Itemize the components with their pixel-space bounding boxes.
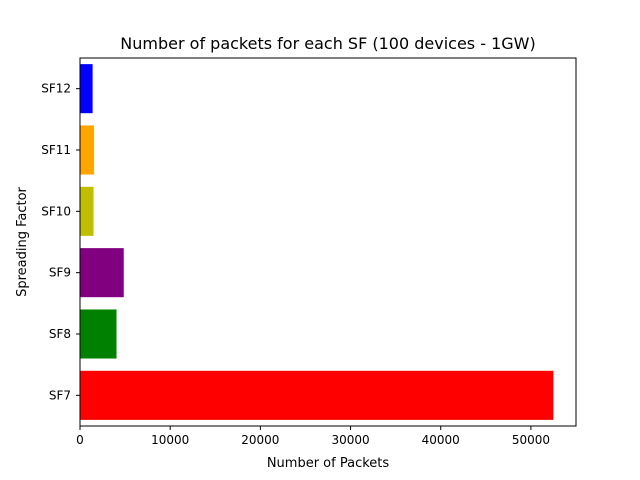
x-tick-label: 10000 (151, 433, 189, 447)
bars-layer (80, 64, 554, 420)
bar-sf8 (80, 309, 117, 359)
bar-sf7 (80, 370, 554, 420)
x-axis-label: Number of Packets (267, 456, 390, 471)
y-tick-label-sf9: SF9 (49, 266, 71, 280)
x-tick-label: 40000 (422, 433, 460, 447)
y-tick-label-sf7: SF7 (49, 388, 71, 402)
y-tick-label-sf10: SF10 (41, 204, 71, 218)
x-tick-label: 50000 (512, 433, 550, 447)
y-axis-label: Spreading Factor (15, 186, 30, 296)
ticks-layer: SF7 SF8 SF9 SF10 SF11 SF12 0 10000 20000 30000 400… (41, 82, 550, 447)
x-tick-label: 30000 (331, 433, 369, 447)
y-tick-label-sf12: SF12 (41, 82, 71, 96)
bar-sf12 (80, 64, 93, 114)
bar-sf9 (80, 248, 124, 298)
bar-sf10 (80, 186, 94, 236)
y-tick-label-sf11: SF11 (41, 143, 71, 157)
x-tick-label: 20000 (241, 433, 279, 447)
chart-title: Number of packets for each SF (100 devic… (120, 34, 535, 53)
bar-sf11 (80, 125, 94, 175)
x-tick-label: 0 (76, 433, 84, 447)
plot-frame (79, 57, 577, 427)
y-tick-label-sf8: SF8 (49, 327, 71, 341)
